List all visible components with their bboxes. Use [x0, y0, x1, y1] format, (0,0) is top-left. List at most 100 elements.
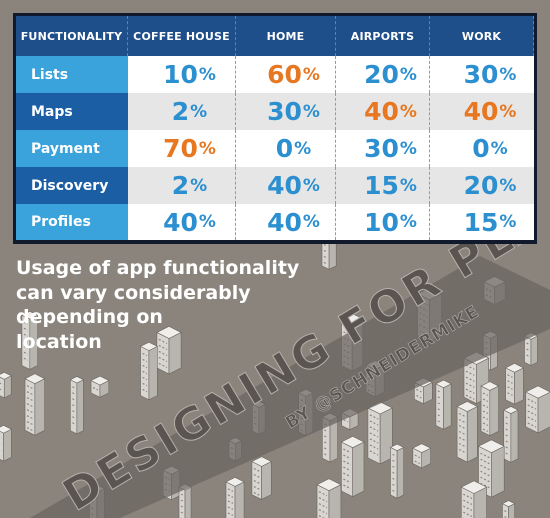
usage-table: FUNCTIONALITY COFFEE HOUSE HOME AIRPORTS…	[13, 13, 537, 244]
isometric-city-illustration: DESIGNING FOR PLACE BY @SCHNEIDERMIKE	[0, 244, 550, 518]
building	[225, 477, 245, 518]
percent-sign: %	[490, 138, 508, 159]
row-label-lists: Lists	[16, 56, 128, 93]
building	[139, 341, 158, 401]
value-cell: 70%	[128, 130, 236, 167]
building	[367, 401, 394, 465]
value-cell: 10%	[336, 204, 430, 240]
header-coffee-house: COFFEE HOUSE	[128, 16, 236, 56]
building	[435, 379, 452, 430]
value-number: 60	[267, 60, 302, 89]
value-cell: 0%	[430, 130, 534, 167]
value-number: 30	[364, 134, 399, 163]
value-number: 2	[171, 97, 190, 126]
value-cell: 15%	[430, 204, 534, 240]
header-functionality: FUNCTIONALITY	[16, 16, 128, 56]
percent-sign: %	[399, 212, 417, 232]
header-airports: AIRPORTS	[336, 16, 430, 56]
building	[316, 478, 342, 518]
percent-sign: %	[399, 64, 417, 85]
percent-sign: %	[302, 64, 320, 85]
building	[24, 373, 46, 436]
value-cell: 30%	[236, 93, 336, 130]
building	[503, 406, 519, 463]
building	[251, 456, 272, 500]
value-cell: 40%	[336, 93, 430, 130]
value-number: 40	[267, 171, 302, 200]
value-cell: 40%	[236, 167, 336, 204]
percent-sign: %	[302, 101, 320, 122]
percent-sign: %	[499, 212, 517, 232]
percent-sign: %	[190, 101, 208, 122]
value-number: 40	[163, 207, 198, 237]
building	[0, 425, 13, 462]
value-number: 30	[463, 60, 499, 89]
percent-sign: %	[399, 101, 417, 122]
percent-sign: %	[198, 212, 216, 232]
row-label-maps: Maps	[16, 93, 128, 130]
building	[389, 443, 405, 499]
value-cell: 60%	[236, 56, 336, 93]
percent-sign: %	[499, 101, 517, 122]
header-home: HOME	[236, 16, 336, 56]
percent-sign: %	[302, 175, 320, 196]
value-cell: 0%	[236, 130, 336, 167]
value-cell: 15%	[336, 167, 430, 204]
row-label-payment: Payment	[16, 130, 128, 167]
percent-sign: %	[302, 212, 320, 232]
building	[340, 436, 365, 498]
value-number: 20	[364, 60, 399, 89]
percent-sign: %	[499, 175, 517, 196]
percent-sign: %	[499, 64, 517, 85]
value-cell: 30%	[430, 56, 534, 93]
percent-sign: %	[198, 138, 216, 159]
percent-sign: %	[198, 64, 216, 85]
building	[504, 363, 525, 405]
value-number: 20	[463, 171, 499, 200]
value-cell: 20%	[430, 167, 534, 204]
caption-line: can vary considerably	[16, 281, 251, 304]
value-cell: 10%	[128, 56, 236, 93]
percent-sign: %	[190, 175, 208, 196]
value-number: 0	[472, 134, 490, 163]
value-cell: 40%	[128, 204, 236, 240]
building	[501, 500, 516, 518]
building	[156, 326, 182, 375]
value-number: 40	[364, 97, 399, 126]
caption: Usage of app functionality can vary cons…	[16, 256, 316, 354]
building	[90, 375, 110, 398]
value-number: 70	[163, 134, 198, 163]
row-label-discovery: Discovery	[16, 167, 128, 204]
value-number: 2	[171, 171, 190, 200]
building	[69, 376, 85, 435]
value-number: 0	[275, 134, 294, 163]
value-cell: 40%	[430, 93, 534, 130]
value-number: 40	[463, 97, 499, 126]
row-label-profiles: Profiles	[16, 204, 128, 240]
building	[321, 244, 337, 270]
building	[460, 480, 488, 518]
caption-line: location	[16, 330, 102, 353]
value-cell: 30%	[336, 130, 430, 167]
building	[456, 401, 479, 463]
value-cell: 40%	[236, 204, 336, 240]
building	[21, 310, 39, 370]
usage-table-grid: FUNCTIONALITY COFFEE HOUSE HOME AIRPORTS…	[16, 16, 534, 240]
building	[480, 381, 500, 437]
percent-sign: %	[294, 138, 312, 159]
building	[0, 371, 12, 399]
value-number: 40	[267, 207, 302, 237]
building	[525, 385, 550, 434]
value-number: 30	[267, 97, 302, 126]
value-cell: 20%	[336, 56, 430, 93]
value-cell: 2%	[128, 167, 236, 204]
value-number: 10	[364, 207, 399, 237]
building	[412, 443, 432, 469]
value-number: 10	[163, 60, 198, 89]
caption-line: Usage of app functionality	[16, 257, 300, 279]
caption-line: depending on	[16, 306, 163, 328]
value-number: 15	[463, 207, 499, 237]
value-number: 15	[364, 171, 399, 200]
building	[477, 439, 505, 498]
percent-sign: %	[399, 175, 417, 196]
